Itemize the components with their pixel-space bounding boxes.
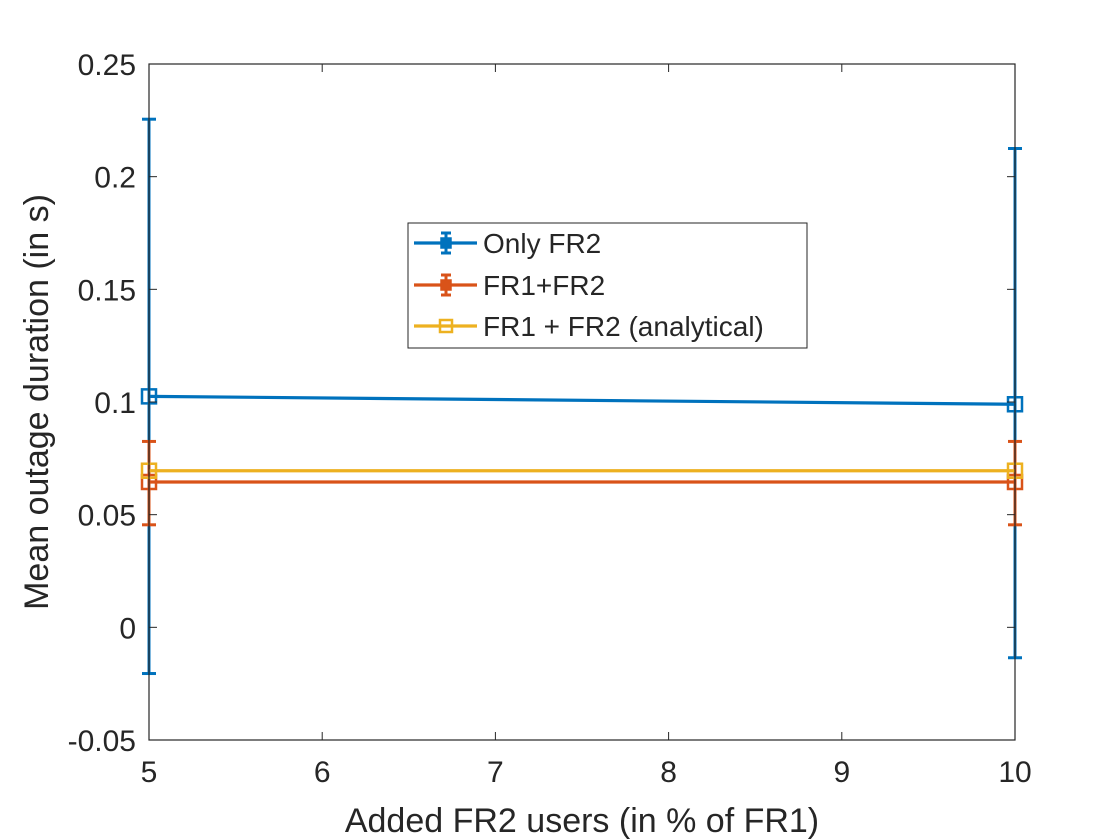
legend-label: FR1+FR2 [483,270,605,301]
y-tick-label: 0.05 [78,500,136,533]
x-tick-label: 10 [998,756,1031,789]
legend-label: Only FR2 [483,228,601,259]
legend-marker [440,279,452,291]
x-axis-label: Added FR2 users (in % of FR1) [345,802,819,840]
y-tick-label: 0 [119,612,136,645]
series-line [148,394,1016,406]
x-tick-label: 9 [833,756,850,789]
x-tick-label: 7 [487,756,504,789]
y-tick-label: 0.15 [78,274,136,307]
legend-marker [438,318,454,334]
y-tick-label: 0.1 [94,387,136,420]
x-ticks: 5 6 7 8 9 10 [141,64,1032,789]
x-tick-label: 5 [141,756,158,789]
y-tick-label: 0.25 [78,49,136,82]
x-tick-label: 6 [314,756,331,789]
y-tick-label: 0.2 [94,162,136,195]
legend-label: FR1 + FR2 (analytical) [483,311,764,342]
legend-marker [440,237,452,249]
y-tick-label: -0.05 [68,725,136,758]
y-axis-label: Mean outage duration (in s) [18,194,56,610]
x-tick-label: 8 [660,756,677,789]
legend: Only FR2 FR1+FR2 FR1 + FR2 (analytical) [407,222,808,349]
y-ticks: -0.05 0 0.05 0.1 0.15 0.2 0.25 [68,49,1015,758]
